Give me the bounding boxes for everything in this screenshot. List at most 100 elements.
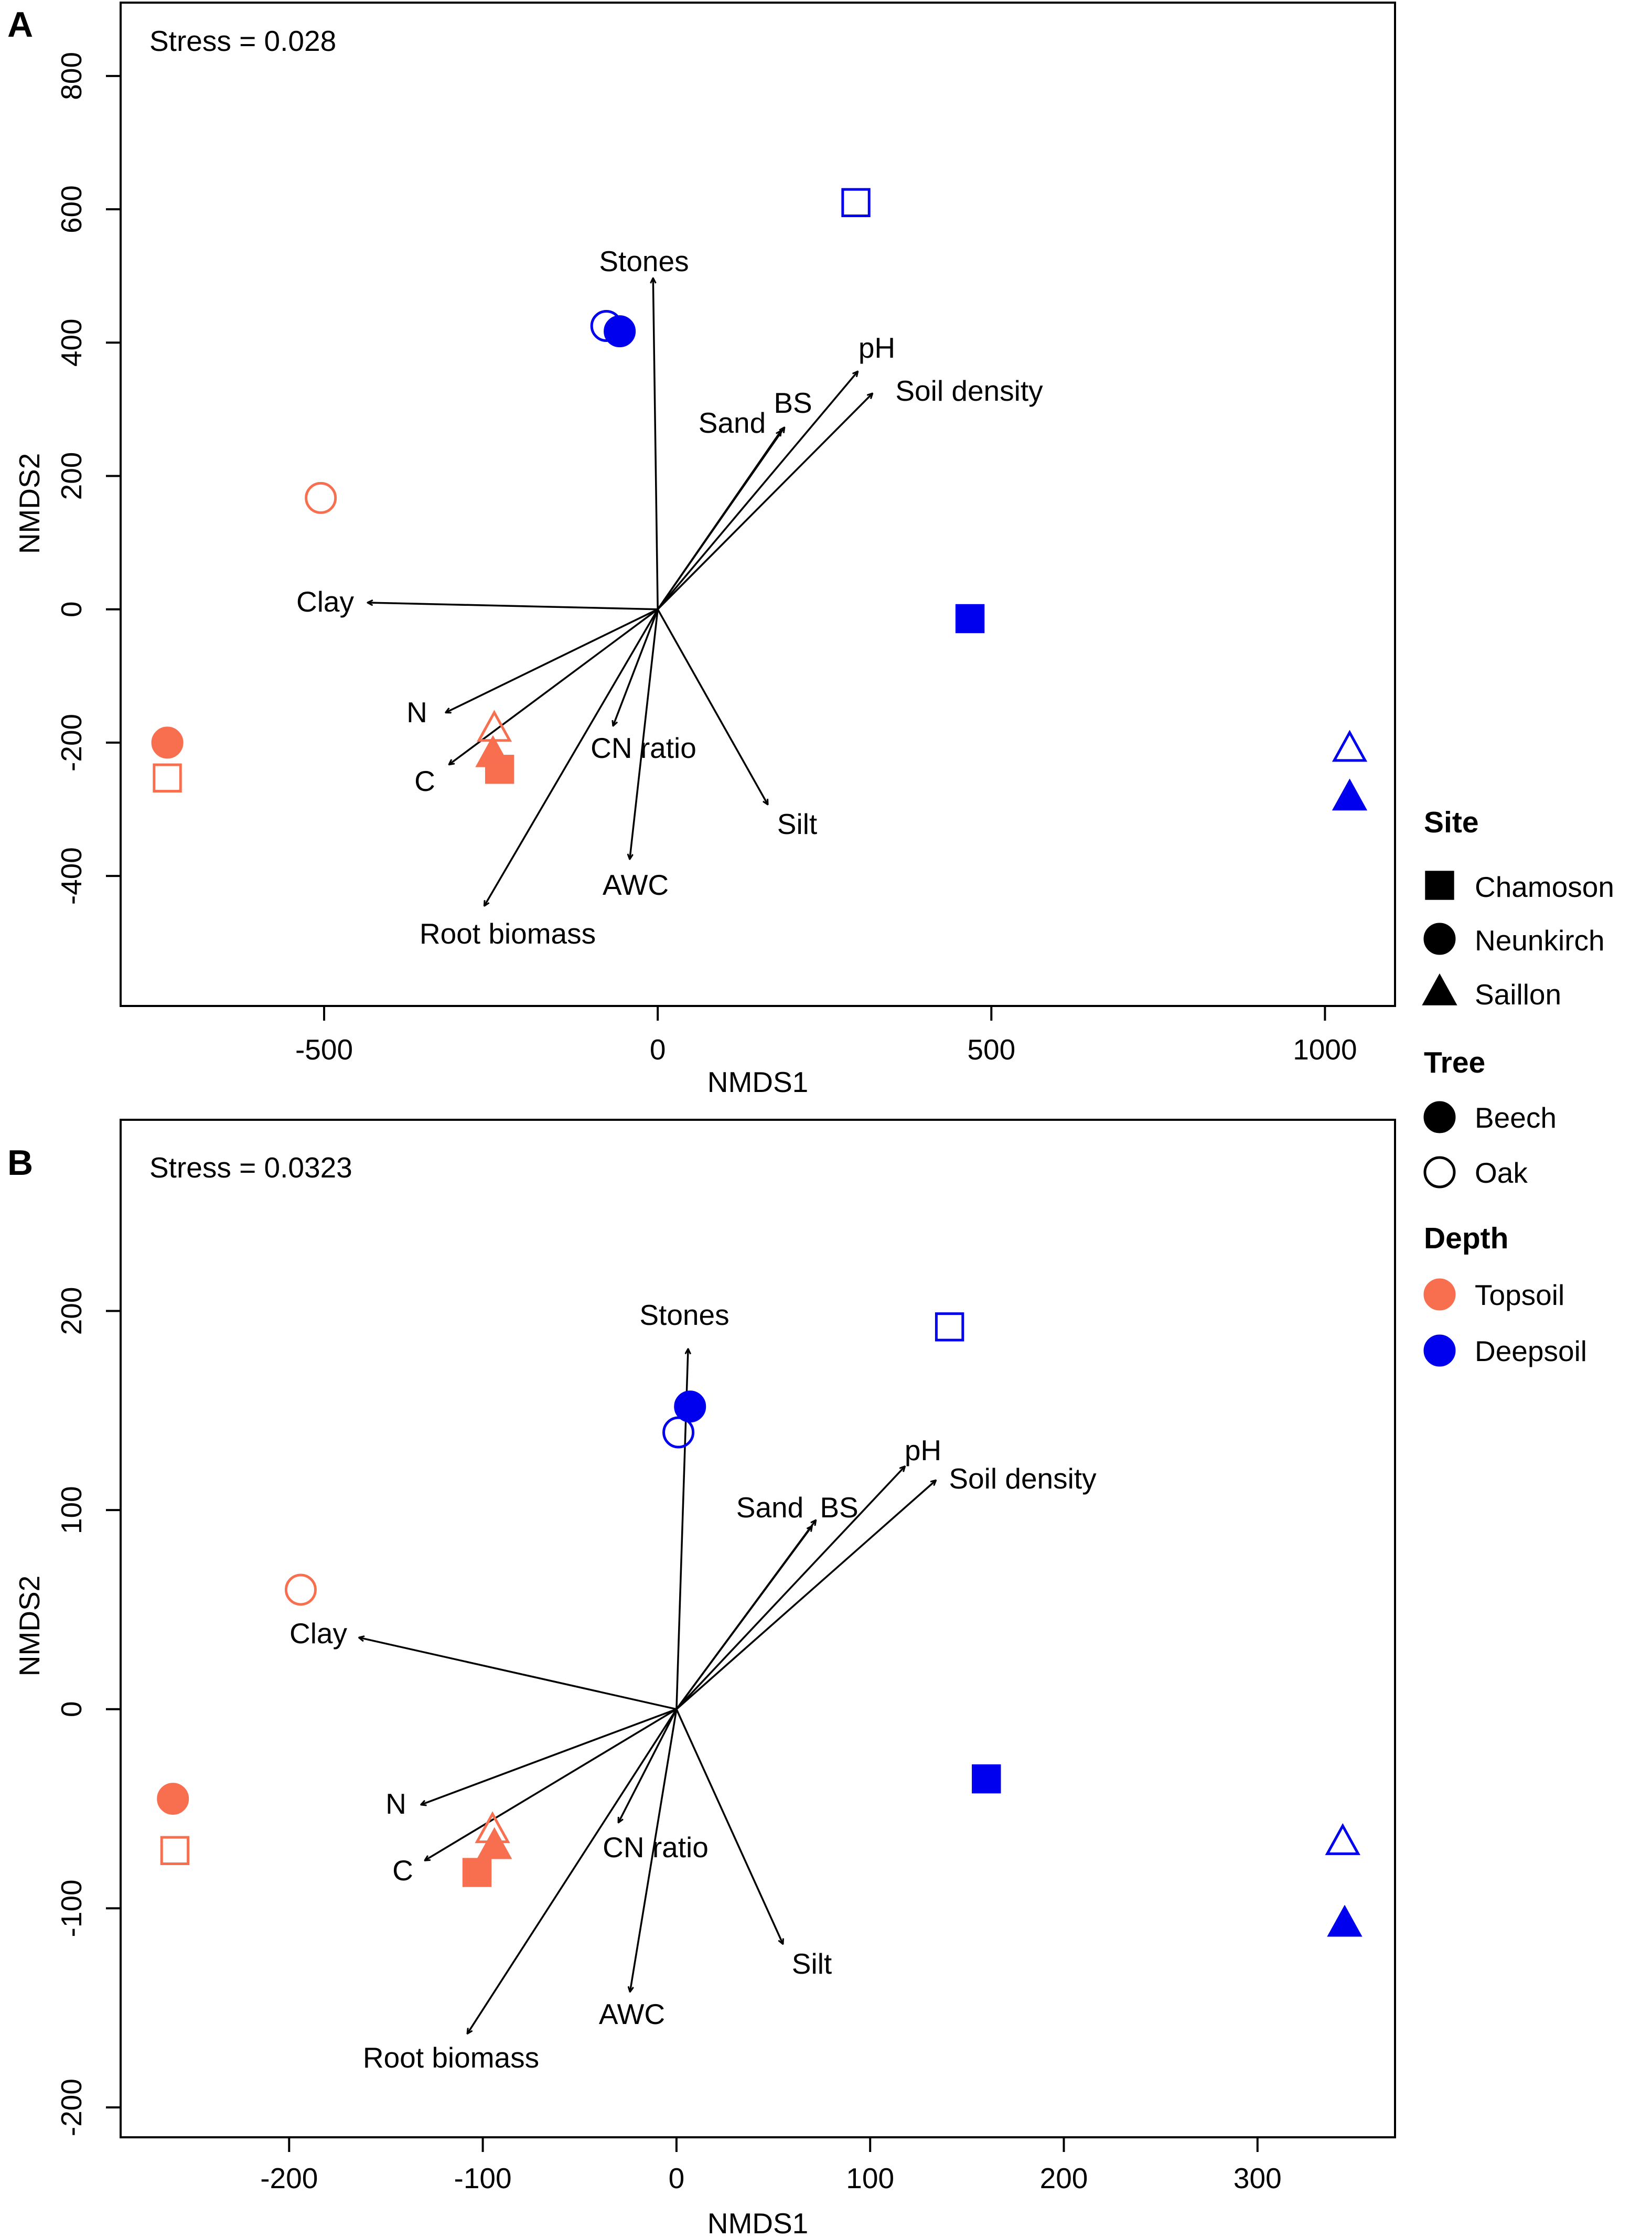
- y-tick-label: -200: [55, 2079, 88, 2136]
- y-axis-label: NMDS2: [13, 1576, 46, 1677]
- y-tick-label: -200: [55, 714, 88, 772]
- vector-cn-ratio: [617, 1708, 678, 1823]
- x-tick-label: 100: [846, 2162, 894, 2194]
- y-tick-label: 600: [55, 185, 88, 233]
- vector-silt: [675, 1709, 783, 1944]
- legend-marker-oak: [1423, 1156, 1456, 1188]
- vector-label-c: C: [414, 765, 435, 797]
- vector-clay: [359, 1637, 677, 1710]
- y-tick-label: 200: [55, 1287, 88, 1335]
- vector-label-ph: pH: [859, 331, 895, 364]
- x-axis-label: NMDS1: [707, 1066, 809, 1098]
- vector-label-n: N: [406, 696, 427, 729]
- x-tick-label: 200: [1040, 2162, 1088, 2194]
- vector-label-stones: Stones: [639, 1299, 729, 1331]
- plot-frame: [120, 2, 1396, 1007]
- vector-silt: [657, 608, 768, 805]
- vector-soil-density: [657, 393, 873, 610]
- panel-b: B Stress = 0.0323 -200 -100 0 100 200 300 -200 -1…: [7, 1119, 1396, 2238]
- y-tick-label: 0: [55, 601, 88, 617]
- y-tick-label: 0: [55, 1701, 88, 1717]
- point-neunkirch-oak-deepsoil: [662, 1416, 695, 1449]
- vector-cn-ratio: [613, 609, 659, 726]
- legend-marker-neunkirch: [1423, 923, 1456, 955]
- vector-label-clay: Clay: [296, 585, 355, 618]
- vector-label-awc: AWC: [599, 1998, 665, 2030]
- point-neunkirch-beech-deepsoil: [674, 1390, 706, 1423]
- legend-marker-beech: [1423, 1101, 1456, 1133]
- x-tick-label: 0: [650, 1033, 666, 1066]
- point-saillon-oak-topsoil: [476, 710, 512, 742]
- vector-label-silt: Silt: [777, 808, 817, 840]
- vector-stones: [653, 278, 659, 609]
- stress-label: Stress = 0.028: [149, 25, 336, 57]
- point-neunkirch-beech-deepsoil: [604, 315, 636, 348]
- y-tick-label: -100: [55, 1879, 88, 1937]
- point-chamoson-beech-deepsoil: [972, 1764, 1001, 1794]
- y-tick-label: -400: [55, 847, 88, 905]
- vector-label-sand: Sand: [736, 1491, 803, 1524]
- vector-awc: [630, 1709, 678, 1992]
- y-tick-label: 400: [55, 318, 88, 367]
- plot-frame: [120, 1119, 1396, 2138]
- vector-label-soil-density: Soil density: [949, 1462, 1097, 1495]
- point-saillon-beech-deepsoil: [1327, 1904, 1363, 1937]
- vector-c: [449, 608, 659, 765]
- vector-label-bs: BS: [820, 1491, 858, 1524]
- legend-label-oak: Oak: [1475, 1157, 1528, 1189]
- panel-label: B: [7, 1143, 33, 1183]
- legend-depth-title: Depth: [1424, 1222, 1508, 1255]
- legend-label-saillon: Saillon: [1475, 978, 1561, 1011]
- point-neunkirch-beech-topsoil: [157, 1783, 189, 1815]
- y-axis-label: NMDS2: [13, 453, 46, 554]
- vector-label-ph: pH: [905, 1434, 941, 1466]
- stress-label: Stress = 0.0323: [149, 1151, 352, 1184]
- vector-label-soil-density: Soil density: [895, 374, 1043, 407]
- point-chamoson-oak-topsoil: [160, 1836, 190, 1866]
- point-neunkirch-oak-topsoil: [305, 481, 337, 514]
- legend: Site Chamoson Neunkirch Saillon Tree Beech Oak…: [1422, 806, 1614, 1367]
- point-chamoson-beech-topsoil: [462, 1858, 492, 1887]
- legend-label-chamoson: Chamoson: [1475, 871, 1614, 903]
- x-tick-label: -500: [295, 1033, 353, 1066]
- vector-sand: [657, 431, 781, 610]
- vector-awc: [630, 609, 659, 860]
- legend-marker-topsoil: [1423, 1278, 1456, 1311]
- vector-label-c: C: [392, 1854, 413, 1887]
- panel-a: A Stress = 0.028 -500 0 500 1000 -400 -200 0 200 4…: [7, 2, 1396, 1098]
- x-tick-label: 1000: [1293, 1033, 1357, 1066]
- point-neunkirch-oak-topsoil: [284, 1573, 317, 1606]
- vector-label-root-biomass: Root biomass: [363, 2041, 539, 2074]
- point-saillon-oak-deepsoil: [1332, 730, 1368, 762]
- x-tick-label: 0: [669, 2162, 685, 2194]
- point-chamoson-oak-deepsoil: [841, 188, 871, 218]
- point-chamoson-beech-topsoil: [485, 755, 514, 784]
- point-chamoson-beech-deepsoil: [955, 604, 985, 634]
- x-tick-label: -200: [260, 2162, 318, 2194]
- point-saillon-beech-topsoil: [477, 1827, 512, 1859]
- point-neunkirch-beech-topsoil: [151, 726, 184, 759]
- legend-marker-chamoson: [1425, 871, 1454, 900]
- vector-ph: [657, 371, 858, 610]
- legend-marker-saillon: [1422, 973, 1457, 1005]
- legend-label-neunkirch: Neunkirch: [1475, 924, 1605, 957]
- vector-clay: [368, 603, 658, 611]
- vector-root-biomass: [467, 1708, 678, 2034]
- x-axis-label: NMDS1: [707, 2207, 809, 2238]
- vector-root-biomass: [484, 608, 659, 906]
- point-chamoson-oak-topsoil: [153, 763, 182, 793]
- vector-label-bs: BS: [774, 387, 812, 419]
- legend-label-beech: Beech: [1475, 1101, 1557, 1134]
- legend-marker-deepsoil: [1423, 1334, 1456, 1367]
- x-tick-label: -100: [454, 2162, 512, 2194]
- y-tick-label: 100: [55, 1486, 88, 1534]
- vector-label-sand: Sand: [699, 406, 766, 439]
- y-tick-label: 800: [55, 52, 88, 100]
- vector-label-stones: Stones: [599, 245, 689, 277]
- vector-c: [425, 1708, 677, 1861]
- vector-label-clay: Clay: [289, 1617, 348, 1650]
- vector-soil-density: [675, 1480, 936, 1710]
- vector-label-silt: Silt: [792, 1947, 832, 1980]
- x-tick-label: 500: [967, 1033, 1015, 1066]
- panel-label: A: [7, 5, 33, 45]
